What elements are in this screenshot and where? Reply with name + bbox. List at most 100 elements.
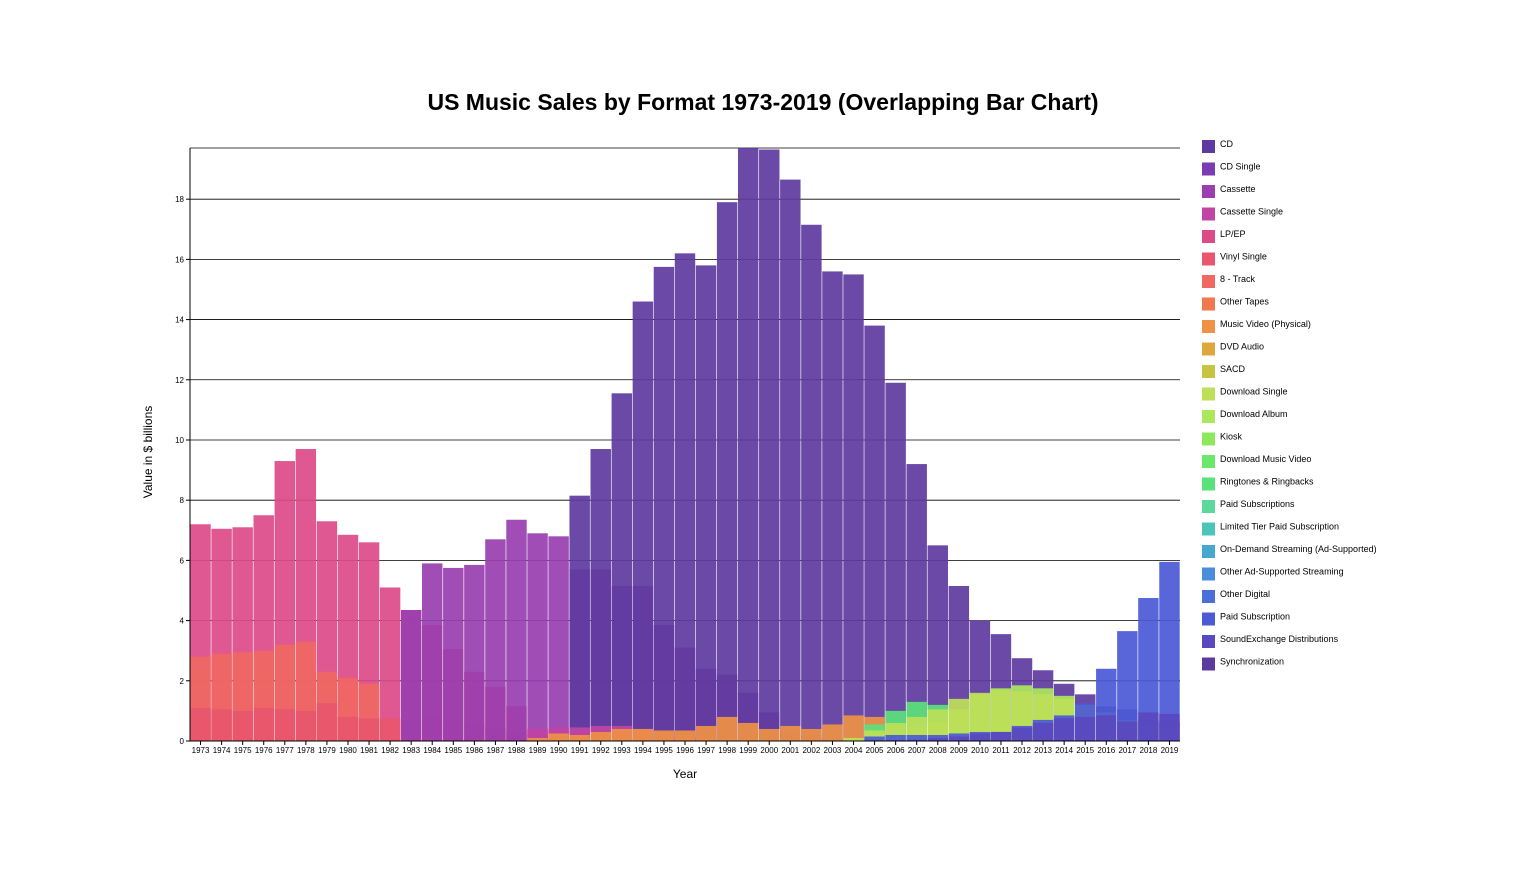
bar: [864, 730, 885, 741]
legend-swatch: [1202, 387, 1215, 401]
bar: [632, 301, 654, 741]
legend-swatch: [1202, 185, 1215, 198]
legend-item: Other Digital: [1202, 589, 1270, 603]
legend-item: Ringtones & Ringbacks: [1202, 477, 1314, 491]
y-tick-label: 12: [175, 376, 184, 385]
x-tick-label: 2019: [1161, 746, 1179, 755]
bar: [1074, 716, 1096, 741]
bar: [822, 724, 843, 741]
bar: [464, 564, 485, 741]
legend-item: Paid Subscriptions: [1202, 499, 1295, 513]
bar: [780, 179, 801, 742]
bar: [737, 148, 759, 741]
bar: [843, 737, 864, 741]
bar: [822, 271, 843, 741]
bar: [1117, 721, 1138, 741]
x-tick-label: 1982: [381, 746, 399, 755]
bar: [716, 202, 738, 741]
bar: [422, 563, 443, 741]
x-tick-label: 2010: [971, 746, 989, 755]
x-tick-label: 2017: [1118, 746, 1136, 755]
bar: [695, 265, 717, 741]
legend-item: Download Album: [1202, 409, 1288, 423]
legend-swatch: [1202, 275, 1215, 288]
bar: [443, 567, 464, 741]
legend-item: On-Demand Streaming (Ad-Supported): [1202, 544, 1377, 558]
bar: [927, 709, 948, 741]
legend-swatch: [1202, 545, 1215, 558]
bar: [716, 716, 738, 741]
legend-label: Download Album: [1220, 409, 1288, 419]
legend-swatch: [1202, 657, 1215, 671]
legend-swatch: [1202, 365, 1215, 378]
x-tick-label: 1994: [634, 746, 652, 755]
bar: [969, 692, 991, 741]
x-tick-label: 1973: [192, 746, 210, 755]
x-tick-label: 2012: [1013, 746, 1031, 755]
legend-label: Download Single: [1220, 387, 1288, 397]
x-tick-label: 2011: [992, 746, 1010, 755]
bar: [948, 698, 970, 741]
legend-label: Download Music Video: [1220, 454, 1311, 464]
y-tick-label: 4: [180, 617, 185, 626]
legend-label: DVD Audio: [1220, 342, 1264, 352]
legend-label: Limited Tier Paid Subscription: [1220, 522, 1339, 532]
x-tick-label: 1985: [444, 746, 462, 755]
x-tick-label: 2003: [824, 746, 842, 755]
y-tick-labels: 0 2 4 6 8 10 12 14 16 18: [175, 195, 190, 746]
bar: [400, 610, 422, 741]
bar: [1053, 718, 1075, 741]
legend-label: Other Digital: [1220, 589, 1270, 599]
x-tick-label: 2004: [845, 746, 863, 755]
bar: [190, 707, 211, 741]
legend-label: CD Single: [1220, 162, 1261, 172]
legend-label: Other Tapes: [1220, 297, 1269, 307]
legend-swatch: [1202, 432, 1215, 446]
legend-swatch: [1202, 500, 1215, 513]
bar: [864, 736, 885, 741]
bar: [611, 393, 633, 741]
legend-swatch: [1202, 410, 1215, 423]
bar: [1138, 598, 1159, 741]
bar: [674, 253, 696, 741]
x-tick-label: 2013: [1034, 746, 1052, 755]
bar: [906, 739, 927, 741]
legend-label: Cassette Single: [1220, 207, 1283, 217]
bar: [801, 728, 822, 741]
x-tick-label: 1987: [487, 746, 505, 755]
x-tick-label: 2006: [887, 746, 905, 755]
bar: [379, 587, 401, 741]
x-tick-label: 1986: [465, 746, 483, 755]
x-tick-label: 1993: [613, 746, 631, 755]
legend-item: SACD: [1202, 364, 1246, 378]
legend-label: 8 - Track: [1220, 274, 1256, 284]
legend-label: Music Video (Physical): [1220, 319, 1311, 329]
bar: [843, 715, 864, 741]
bar: [801, 224, 822, 741]
x-tick-label: 1991: [571, 746, 589, 755]
x-tick-label: 2018: [1140, 746, 1158, 755]
legend-label: Synchronization: [1220, 657, 1284, 667]
legend-item: Other Ad-Supported Streaming: [1202, 567, 1344, 581]
legend-label: On-Demand Streaming (Ad-Supported): [1220, 544, 1377, 554]
x-tick-label: 2014: [1055, 746, 1073, 755]
x-tick-label: 1992: [592, 746, 610, 755]
series-cd: [569, 148, 1180, 742]
x-tick-label: 1974: [213, 746, 231, 755]
chart-title: US Music Sales by Format 1973-2019 (Over…: [427, 89, 1098, 115]
bar: [990, 689, 1012, 741]
x-tick-label: 2000: [760, 746, 778, 755]
bar: [1011, 727, 1033, 741]
legend-item: Cassette: [1202, 184, 1256, 198]
bar: [843, 274, 864, 741]
bar: [864, 325, 885, 741]
legend-item: Other Tapes: [1202, 297, 1269, 311]
legend-swatch: [1202, 567, 1215, 581]
bar: [948, 736, 970, 741]
bar: [590, 449, 611, 741]
bar: [1159, 713, 1180, 741]
bar: [211, 709, 232, 741]
bar: [548, 733, 569, 741]
x-tick-label: 1976: [255, 746, 273, 755]
